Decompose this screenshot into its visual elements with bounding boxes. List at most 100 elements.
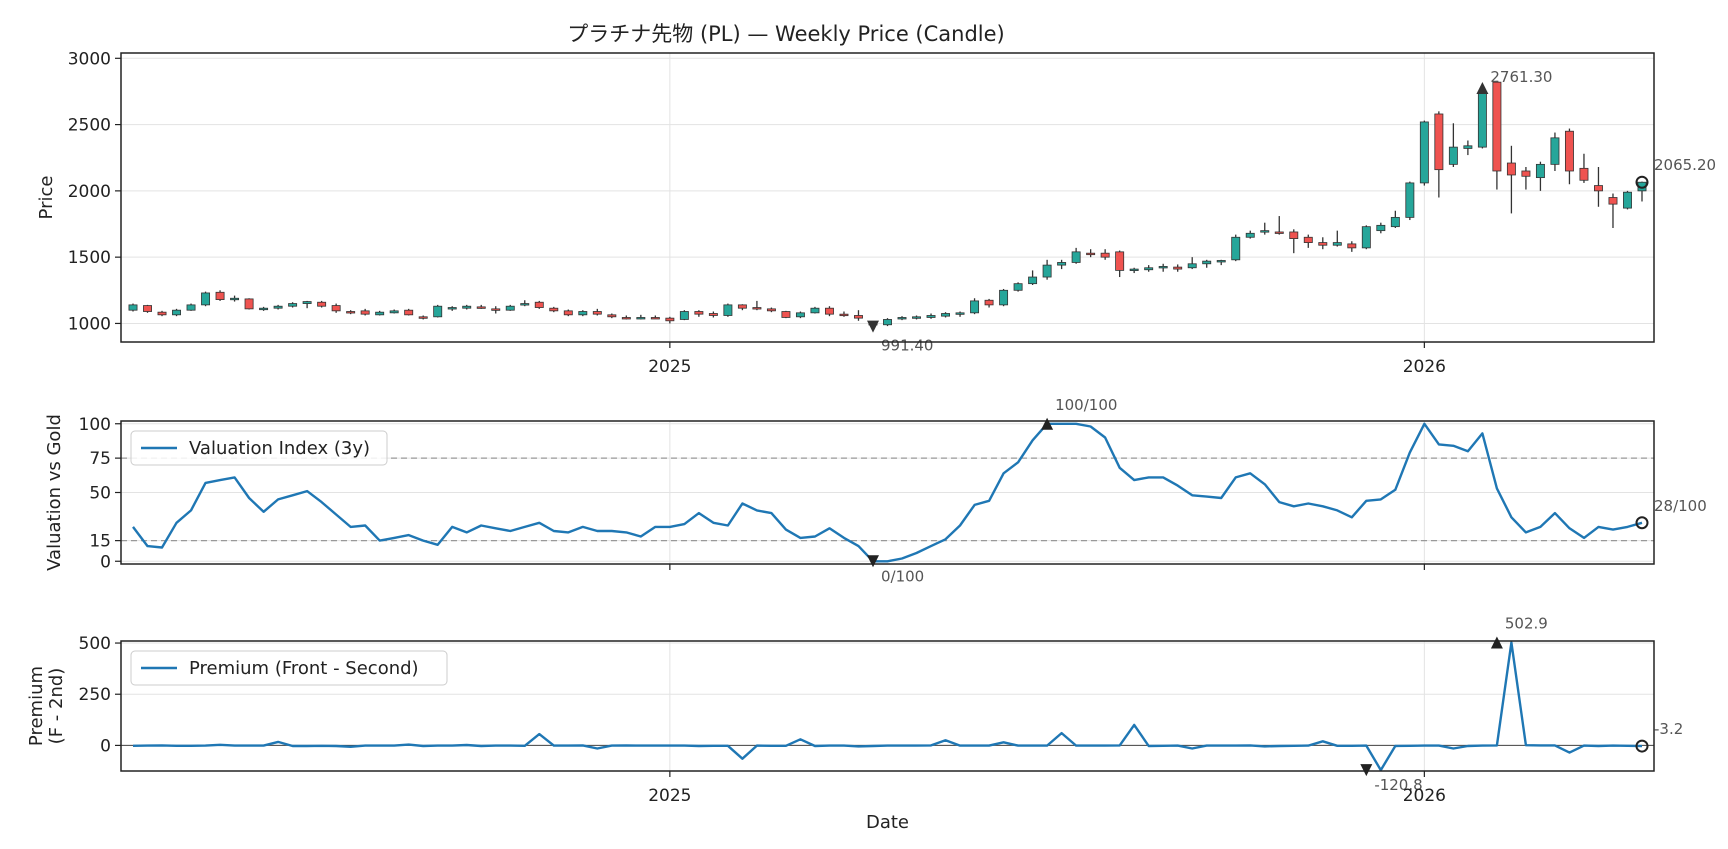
- candle-body: [563, 310, 573, 316]
- candle-body: [128, 304, 138, 311]
- min-marker: [866, 555, 879, 568]
- candle-body: [1463, 145, 1473, 149]
- min-marker: [1360, 764, 1373, 777]
- candle-body: [1129, 268, 1139, 271]
- candle-body: [520, 303, 530, 306]
- candle-body: [1347, 243, 1357, 249]
- series-line: [132, 641, 1643, 772]
- max-marker: [1490, 636, 1503, 649]
- candle-body: [404, 309, 414, 316]
- candle-body: [1521, 170, 1531, 177]
- y-tick-label: 2500: [68, 116, 111, 136]
- y-tick-label: 1500: [68, 248, 111, 268]
- candle-body: [1057, 262, 1067, 266]
- line-annotations-2: 502.9 -120.8 -3.2: [1360, 614, 1683, 794]
- candle-body: [970, 300, 980, 314]
- candle-body: [679, 311, 689, 320]
- price-annotations: 2761.30 991.40 2065.20: [866, 68, 1716, 355]
- candle-body: [607, 314, 617, 318]
- legend: Premium (Front - Second): [130, 650, 448, 686]
- candle-body: [1492, 81, 1502, 172]
- candle-body: [1434, 113, 1444, 171]
- y-axis-label: Price: [36, 176, 57, 220]
- max-value-label: 502.9: [1505, 614, 1548, 632]
- legend-box: [130, 430, 388, 466]
- x-tick-label: 2026: [1403, 357, 1446, 377]
- min-price-label: 991.40: [881, 337, 934, 355]
- min-value-label: 0/100: [881, 567, 924, 585]
- candle-body: [201, 292, 211, 306]
- max-marker: [1476, 81, 1489, 94]
- y-tick-label: 100: [79, 415, 111, 435]
- candle-body: [636, 317, 646, 320]
- candle-body: [1144, 267, 1154, 271]
- candle-body: [1535, 163, 1545, 179]
- candle-body: [1013, 283, 1023, 291]
- candle-body: [230, 297, 240, 301]
- y-tick-label: 250: [79, 685, 111, 705]
- candle-body: [1303, 236, 1313, 243]
- chart-title: プラチナ先物 (PL) — Weekly Price (Candle): [567, 22, 1004, 46]
- candle-body: [897, 317, 907, 320]
- candle-body: [694, 311, 704, 315]
- y-axis-label-line2: (F - 2nd): [46, 668, 67, 745]
- y-tick-label: 1000: [68, 314, 111, 334]
- axes-1: 1000 1500 2000 2500 3000 2025 2026: [68, 49, 1655, 377]
- x-tick-label: 2025: [648, 786, 691, 806]
- candle-body: [839, 313, 849, 317]
- candle-body: [1390, 216, 1400, 228]
- candle-body: [1332, 242, 1342, 246]
- candle-body: [1187, 263, 1197, 269]
- candle-body: [1086, 252, 1096, 256]
- candle-body: [549, 307, 559, 312]
- candle-body: [1231, 236, 1241, 261]
- candle-body: [288, 303, 298, 307]
- candle-body: [883, 319, 892, 326]
- y-axis-label-line1: Premium: [26, 666, 47, 746]
- candle-body: [766, 308, 776, 312]
- candle-body: [1550, 137, 1560, 165]
- last-price-label: 2065.20: [1654, 156, 1716, 174]
- candle-body: [1173, 266, 1183, 270]
- y-tick-label: 0: [100, 552, 111, 572]
- y-tick-label: 0: [100, 736, 111, 756]
- candle-body: [926, 315, 936, 318]
- axes-2: 015 50 75 100: [79, 415, 1655, 572]
- y-tick-label: 75: [89, 449, 111, 469]
- candle-body: [955, 312, 965, 315]
- candle-body: [375, 311, 385, 316]
- candle-body: [1289, 231, 1299, 239]
- candle-body: [1405, 182, 1415, 218]
- candle-body: [1158, 266, 1168, 269]
- legend-box: [130, 650, 448, 686]
- series-line: [132, 422, 1643, 563]
- candle-body: [186, 304, 196, 311]
- candle-body: [592, 311, 602, 315]
- candle-body: [1579, 167, 1589, 181]
- candle-body: [824, 307, 834, 315]
- y-tick-label: 3000: [68, 49, 111, 69]
- panel-1: [121, 53, 1654, 342]
- candle-body: [999, 289, 1009, 306]
- candle-body: [810, 307, 820, 314]
- candle-body: [143, 305, 152, 312]
- candle-body: [1594, 185, 1603, 192]
- y-tick-label: 500: [79, 634, 111, 654]
- candle-body: [1202, 260, 1212, 265]
- line-annotations-1: 100/100 0/100 28/100: [866, 396, 1707, 585]
- candle-body: [1071, 251, 1081, 263]
- candle-body: [317, 301, 327, 307]
- candle-body: [534, 301, 544, 308]
- x-tick-label: 2025: [648, 357, 691, 377]
- last-marker: [1635, 516, 1649, 530]
- candle-body: [491, 308, 501, 311]
- candle-body: [752, 307, 762, 310]
- candle-body: [578, 311, 588, 316]
- legend: Valuation Index (3y): [130, 430, 388, 466]
- candle-body: [708, 313, 718, 316]
- candles: [128, 80, 1647, 327]
- candle-body: [1376, 224, 1386, 232]
- candle-body: [1042, 264, 1052, 278]
- candle-body: [259, 307, 269, 311]
- candle-body: [854, 315, 863, 319]
